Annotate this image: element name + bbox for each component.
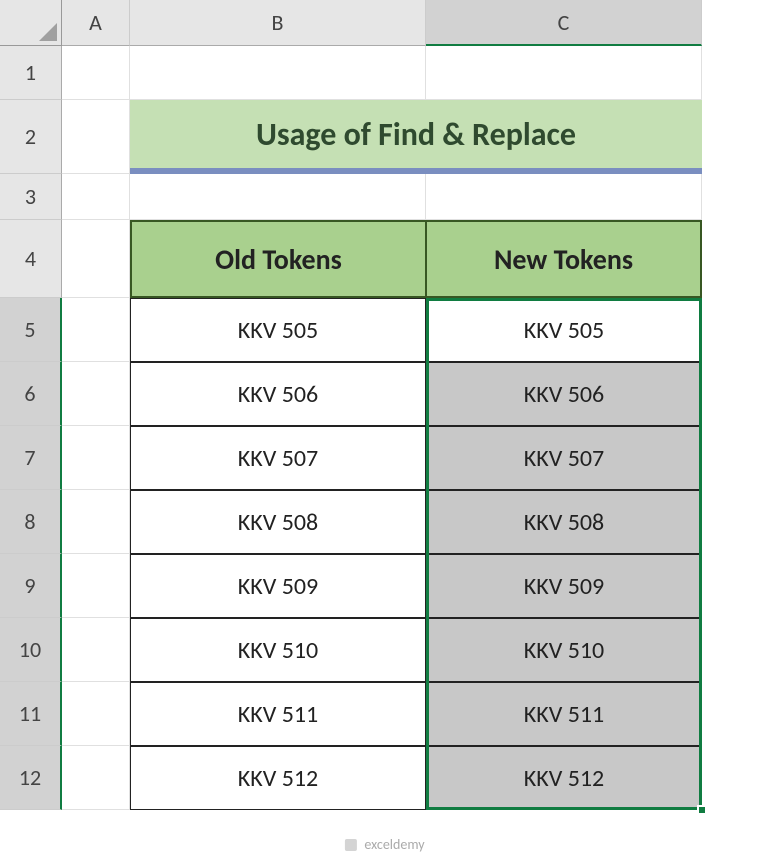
cell-c8[interactable]: KKV 508 bbox=[426, 490, 702, 554]
cell-c3[interactable] bbox=[426, 174, 702, 220]
cell-c5[interactable]: KKV 505 bbox=[426, 298, 702, 362]
row-header-6[interactable]: 6 bbox=[0, 362, 62, 426]
row-header-3[interactable]: 3 bbox=[0, 174, 62, 220]
cell-a6[interactable] bbox=[62, 362, 130, 426]
row-header-7[interactable]: 7 bbox=[0, 426, 62, 490]
fill-handle[interactable] bbox=[697, 805, 707, 815]
cell-c11[interactable]: KKV 511 bbox=[426, 682, 702, 746]
row-header-11[interactable]: 11 bbox=[0, 682, 62, 746]
cell-a5[interactable] bbox=[62, 298, 130, 362]
cell-a4[interactable] bbox=[62, 220, 130, 298]
cell-c1[interactable] bbox=[426, 46, 702, 100]
cell-b3[interactable] bbox=[130, 174, 426, 220]
header-new-tokens[interactable]: New Tokens bbox=[426, 220, 702, 298]
watermark: exceldemy bbox=[342, 836, 424, 853]
cell-a11[interactable] bbox=[62, 682, 130, 746]
cell-b6[interactable]: KKV 506 bbox=[130, 362, 426, 426]
title-cell[interactable]: Usage of Find & Replace bbox=[130, 100, 702, 174]
header-old-tokens[interactable]: Old Tokens bbox=[130, 220, 426, 298]
row-header-9[interactable]: 9 bbox=[0, 554, 62, 618]
cell-c9[interactable]: KKV 509 bbox=[426, 554, 702, 618]
watermark-icon bbox=[342, 837, 358, 853]
cell-a8[interactable] bbox=[62, 490, 130, 554]
cell-b9[interactable]: KKV 509 bbox=[130, 554, 426, 618]
cell-a12[interactable] bbox=[62, 746, 130, 810]
select-all-corner[interactable] bbox=[0, 0, 62, 46]
cell-b1[interactable] bbox=[130, 46, 426, 100]
spreadsheet-grid: A B C 1 2 Usage of Find & Replace 3 4 Ol… bbox=[0, 0, 767, 810]
cell-b10[interactable]: KKV 510 bbox=[130, 618, 426, 682]
row-header-4[interactable]: 4 bbox=[0, 220, 62, 298]
row-header-2[interactable]: 2 bbox=[0, 100, 62, 174]
cell-b7[interactable]: KKV 507 bbox=[130, 426, 426, 490]
cell-c12[interactable]: KKV 512 bbox=[426, 746, 702, 810]
watermark-text: exceldemy bbox=[364, 836, 424, 853]
cell-b11[interactable]: KKV 511 bbox=[130, 682, 426, 746]
cell-c6[interactable]: KKV 506 bbox=[426, 362, 702, 426]
cell-c7[interactable]: KKV 507 bbox=[426, 426, 702, 490]
row-header-10[interactable]: 10 bbox=[0, 618, 62, 682]
row-header-5[interactable]: 5 bbox=[0, 298, 62, 362]
cell-a2[interactable] bbox=[62, 100, 130, 174]
cell-a9[interactable] bbox=[62, 554, 130, 618]
cell-a1[interactable] bbox=[62, 46, 130, 100]
cell-b12[interactable]: KKV 512 bbox=[130, 746, 426, 810]
row-header-1[interactable]: 1 bbox=[0, 46, 62, 100]
row-header-12[interactable]: 12 bbox=[0, 746, 62, 810]
cell-a7[interactable] bbox=[62, 426, 130, 490]
cell-a3[interactable] bbox=[62, 174, 130, 220]
cell-a10[interactable] bbox=[62, 618, 130, 682]
cell-b5[interactable]: KKV 505 bbox=[130, 298, 426, 362]
col-header-a[interactable]: A bbox=[62, 0, 130, 46]
row-header-8[interactable]: 8 bbox=[0, 490, 62, 554]
col-header-b[interactable]: B bbox=[130, 0, 426, 46]
cell-c10[interactable]: KKV 510 bbox=[426, 618, 702, 682]
cell-b8[interactable]: KKV 508 bbox=[130, 490, 426, 554]
col-header-c[interactable]: C bbox=[426, 0, 702, 46]
